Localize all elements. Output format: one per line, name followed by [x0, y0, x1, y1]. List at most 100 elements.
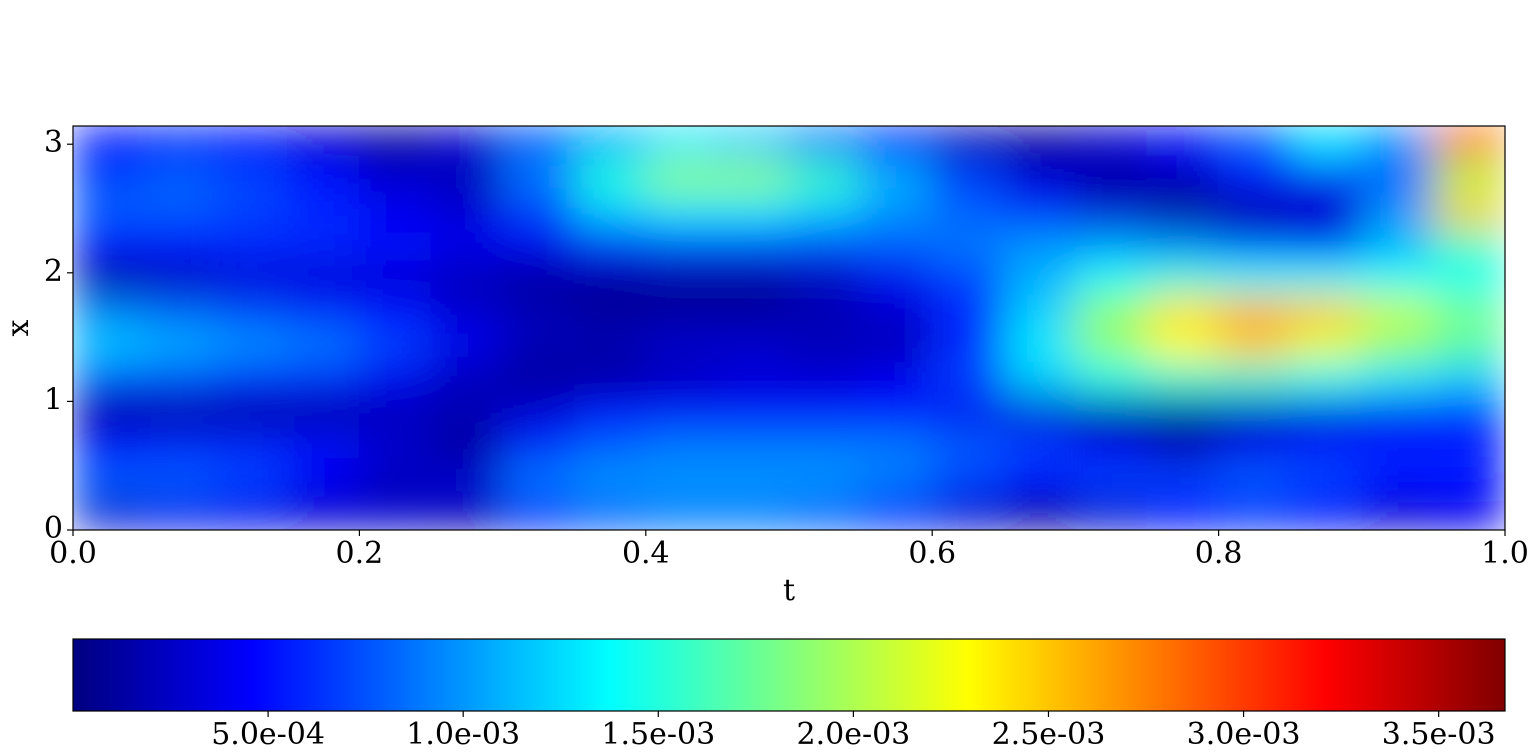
heatmap-cell — [860, 462, 933, 497]
heatmap-cell — [73, 394, 146, 430]
heatmap-cell — [73, 327, 146, 363]
heatmap-cell — [931, 192, 1005, 228]
heatmap-cell — [1289, 260, 1363, 295]
heatmap-cell — [1074, 260, 1148, 295]
colorbar-tick-label: 1.5e-03 — [601, 717, 715, 752]
heatmap-cell — [358, 226, 432, 262]
heatmap-cell — [358, 327, 432, 363]
heatmap-cell — [788, 361, 862, 396]
heatmap-cell — [1074, 394, 1148, 430]
heatmap-cell — [358, 462, 432, 497]
heatmap-cell — [931, 293, 1005, 329]
heatmap-cell — [1218, 226, 1291, 262]
heatmap-cell — [1003, 293, 1076, 329]
heatmap-cell — [931, 260, 1005, 295]
heatmap-cell — [287, 126, 360, 161]
heatmap-cell — [1432, 394, 1505, 430]
heatmap-cell — [860, 394, 933, 430]
heatmap-cell — [144, 126, 217, 161]
heatmap-cell — [860, 192, 933, 228]
heatmap-cell — [1361, 126, 1434, 161]
heatmap — [73, 126, 1505, 530]
heatmap-cell — [1003, 394, 1076, 430]
heatmap-cell — [215, 394, 289, 430]
heatmap-cell — [215, 192, 289, 228]
x-tick-label: 0.0 — [49, 536, 97, 571]
heatmap-cell — [287, 226, 360, 262]
heatmap-cell — [430, 462, 504, 497]
heatmap-cell — [502, 260, 575, 295]
heatmap-cell — [1218, 462, 1291, 497]
heatmap-cell — [1146, 495, 1220, 530]
heatmap-cell — [1218, 394, 1291, 430]
heatmap-cell — [1289, 394, 1363, 430]
heatmap-cell — [716, 428, 790, 464]
heatmap-cell — [502, 428, 575, 464]
heatmap-cell — [1003, 428, 1076, 464]
heatmap-cell — [573, 260, 647, 295]
heatmap-cell — [1146, 361, 1220, 396]
x-tick-label: 0.4 — [622, 536, 670, 571]
heatmap-cell — [502, 327, 575, 363]
heatmap-cell — [1432, 327, 1505, 363]
heatmap-cell — [502, 462, 575, 497]
heatmap-cell — [1218, 159, 1291, 194]
heatmap-cell — [358, 126, 432, 161]
heatmap-cell — [860, 428, 933, 464]
heatmap-cell — [860, 226, 933, 262]
heatmap-cell — [1432, 462, 1505, 497]
heatmap-cell — [716, 226, 790, 262]
heatmap-cell — [788, 327, 862, 363]
heatmap-cell — [1361, 428, 1434, 464]
heatmap-cell — [358, 495, 432, 530]
heatmap-cell — [716, 159, 790, 194]
colorbar-tick-label: 2.5e-03 — [992, 717, 1106, 752]
heatmap-cell — [430, 260, 504, 295]
heatmap-cell — [1289, 293, 1363, 329]
heatmap-cell — [144, 361, 217, 396]
heatmap-cell — [573, 293, 647, 329]
heatmap-cell — [144, 192, 217, 228]
colorbar — [72, 638, 1506, 712]
heatmap-cell — [860, 327, 933, 363]
heatmap-cell — [573, 159, 647, 194]
heatmap-cell — [788, 260, 862, 295]
heatmap-cell — [215, 226, 289, 262]
heatmap-cell — [502, 159, 575, 194]
heatmap-cell — [1074, 361, 1148, 396]
heatmap-cell — [1003, 192, 1076, 228]
heatmap-cell — [1432, 192, 1505, 228]
heatmap-cell — [1218, 327, 1291, 363]
heatmap-cell — [1361, 192, 1434, 228]
heatmap-cell — [573, 495, 647, 530]
heatmap-cell — [860, 495, 933, 530]
heatmap-cell — [144, 159, 217, 194]
heatmap-cell — [931, 327, 1005, 363]
heatmap-cell — [215, 293, 289, 329]
heatmap-cell — [931, 495, 1005, 530]
heatmap-cell — [573, 361, 647, 396]
heatmap-cell — [716, 462, 790, 497]
heatmap-cell — [931, 361, 1005, 396]
heatmap-cell — [144, 226, 217, 262]
heatmap-cell — [358, 361, 432, 396]
heatmap-cell — [73, 495, 146, 530]
heatmap-cell — [215, 126, 289, 161]
heatmap-cell — [430, 192, 504, 228]
heatmap-cell — [716, 394, 790, 430]
heatmap-cell — [1289, 428, 1363, 464]
colorbar-tick-label: 2.0e-03 — [796, 717, 910, 752]
heatmap-cell — [716, 192, 790, 228]
heatmap-cell — [1218, 192, 1291, 228]
heatmap-cell — [716, 293, 790, 329]
heatmap-cell — [645, 361, 718, 396]
heatmap-cell — [215, 159, 289, 194]
heatmap-cell — [287, 293, 360, 329]
heatmap-cell — [358, 192, 432, 228]
heatmap-cell — [358, 293, 432, 329]
heatmap-cell — [287, 361, 360, 396]
heatmap-cell — [1432, 226, 1505, 262]
heatmap-cell — [1074, 159, 1148, 194]
heatmap-cell — [931, 462, 1005, 497]
